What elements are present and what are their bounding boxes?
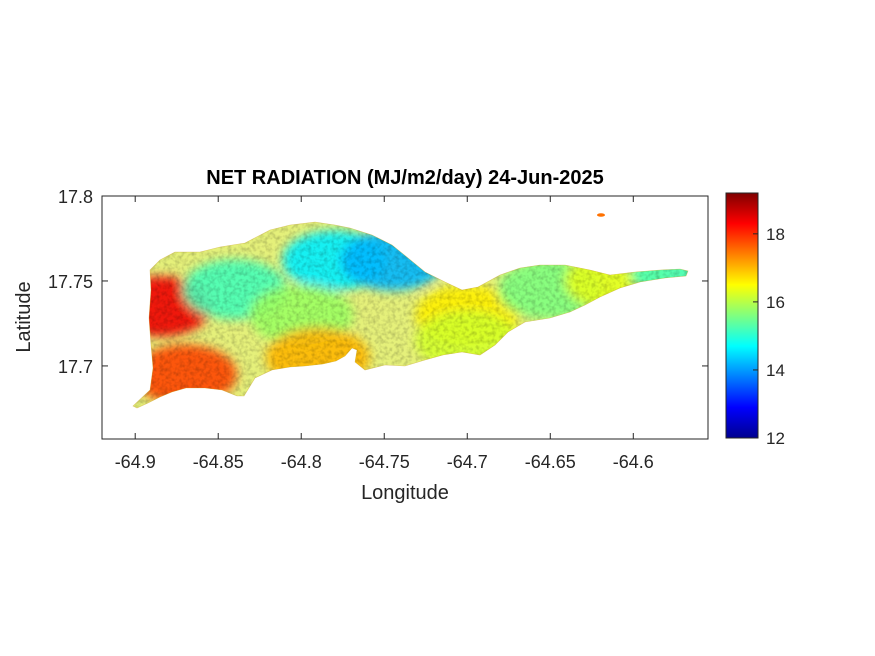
colorbar-ticks: 12 14 16 18 — [753, 225, 785, 448]
y-axis-ticks: 17.7 17.75 17.8 — [48, 187, 708, 377]
chart-title: NET RADIATION (MJ/m2/day) 24-Jun-2025 — [206, 167, 604, 189]
x-tick-label: -64.7 — [447, 452, 488, 472]
x-tick-label: -64.8 — [281, 452, 322, 472]
colorbar-gradient — [725, 192, 759, 439]
colorbar: 12 14 16 18 — [725, 192, 785, 448]
island-outline — [132, 221, 689, 409]
y-tick-label: 17.8 — [58, 187, 93, 207]
x-axis-ticks: -64.9 -64.85 -64.8 -64.75 -64.7 -64.65 -64.6 — [115, 196, 654, 472]
colorbar-tick-label: 16 — [766, 293, 785, 312]
x-axis-label: Longitude — [361, 482, 449, 504]
x-tick-label: -64.65 — [525, 452, 576, 472]
x-tick-label: -64.6 — [613, 452, 654, 472]
x-tick-label: -64.85 — [193, 452, 244, 472]
islet-patch — [597, 213, 605, 217]
y-tick-label: 17.75 — [48, 272, 93, 292]
colorbar-tick-label: 18 — [766, 225, 785, 244]
x-tick-label: -64.75 — [359, 452, 410, 472]
colorbar-tick-label: 12 — [766, 429, 785, 448]
map-plot-area: -64.9 -64.85 -64.8 -64.75 -64.7 -64.65 -64.6 1… — [13, 187, 709, 504]
y-axis-label: Latitude — [13, 281, 35, 352]
x-tick-label: -64.9 — [115, 452, 156, 472]
colorbar-tick-label: 14 — [766, 361, 785, 380]
y-tick-label: 17.7 — [58, 357, 93, 377]
